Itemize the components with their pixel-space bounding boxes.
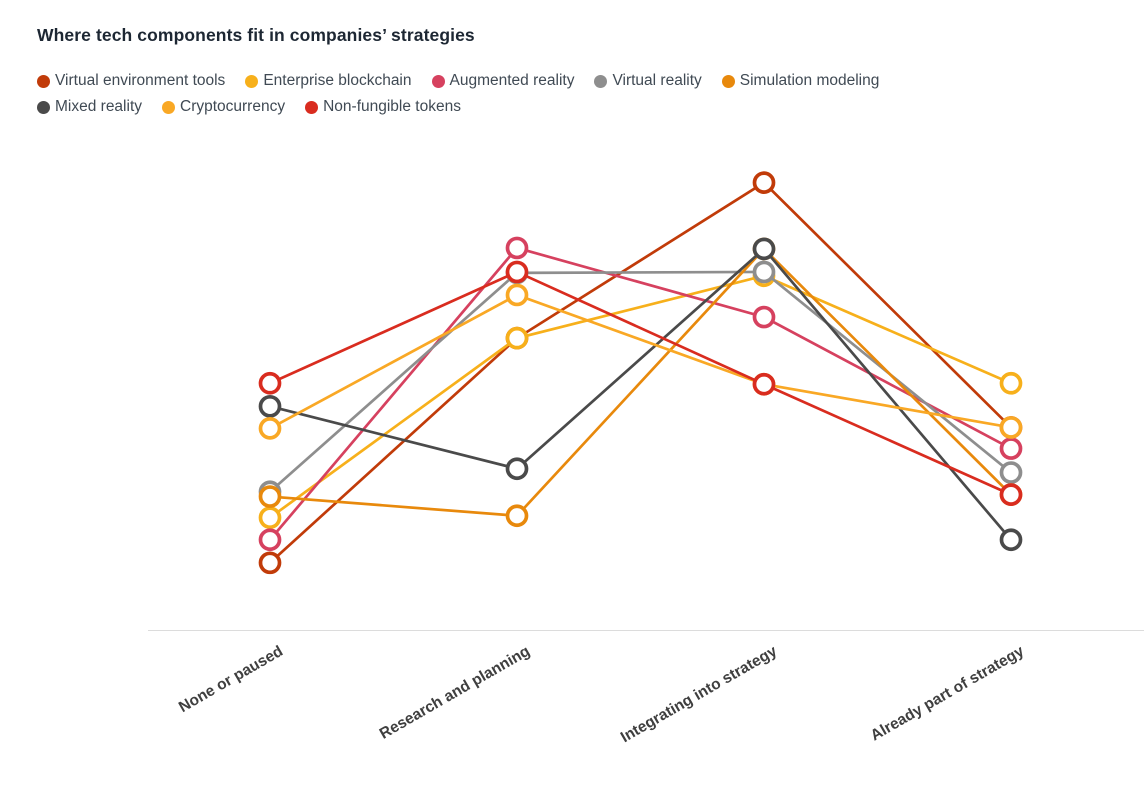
x-axis-label-integrating-into-strategy: Integrating into strategy [618,643,780,747]
legend-item-label: Virtual reality [612,72,702,89]
legend-item-cryptocurrency: Cryptocurrency [162,98,285,116]
data-point-enterprise-blockchain-none-or-paused [258,506,282,530]
data-point-augmented-reality-already-part-of-strategy [999,437,1023,460]
data-point-virtual-environment-tools-integrating-into-strategy [752,171,776,194]
data-point-mixed-reality-none-or-paused [258,394,282,418]
data-point-simulation-modeling-research-and-planning [505,504,529,528]
legend-item-label: Cryptocurrency [180,98,286,115]
legend-item-label: Simulation modeling [739,72,880,89]
legend-row-2: Mixed reality Cryptocurrency Non-fungible … [37,98,879,116]
legend-swatch-icon [37,74,50,88]
series-non-fungible-tokens [258,260,1023,506]
series-line-enterprise-blockchain [269,274,1012,519]
legend-item-augmented-reality: Augmented reality [431,72,575,90]
legend-item-label: Mixed reality [55,98,142,115]
data-point-augmented-reality-none-or-paused [258,528,282,552]
series-line-virtual-environment-tools [269,180,1012,564]
data-point-virtual-environment-tools-none-or-paused [258,551,282,575]
data-point-augmented-reality-research-and-planning [505,236,529,260]
legend-item-non-fungible-tokens: Non-fungible tokens [305,98,461,116]
data-point-simulation-modeling-none-or-paused [258,485,282,508]
legend-item-mixed-reality: Mixed reality [37,98,142,116]
legend: Virtual environment tools Enterprise bloc… [37,72,879,124]
series-line-augmented-reality [268,246,1012,541]
data-point-non-fungible-tokens-integrating-into-strategy [752,372,776,396]
legend-swatch-icon [37,100,50,114]
legend-swatch-icon [431,74,445,88]
data-point-mixed-reality-already-part-of-strategy [999,528,1023,552]
x-axis-label-none-or-paused: None or paused [176,643,286,716]
legend-swatch-icon [245,74,259,88]
legend-swatch-icon [721,74,735,88]
data-point-augmented-reality-integrating-into-strategy [752,305,776,329]
data-point-mixed-reality-research-and-planning [505,457,529,481]
data-point-enterprise-blockchain-already-part-of-strategy [999,371,1023,395]
data-point-enterprise-blockchain-research-and-planning [505,326,529,350]
data-point-virtual-reality-integrating-into-strategy [752,260,776,284]
data-point-cryptocurrency-none-or-paused [258,417,282,440]
series-enterprise-blockchain [258,264,1023,530]
legend-item-enterprise-blockchain: Enterprise blockchain [245,72,412,90]
series-line-non-fungible-tokens [269,270,1012,496]
legend-swatch-icon [162,100,175,114]
data-point-mixed-reality-integrating-into-strategy [752,237,776,261]
series-augmented-reality [258,236,1023,552]
data-point-cryptocurrency-already-part-of-strategy [999,416,1023,439]
x-axis-label-research-and-planning: Research and planning [377,643,533,743]
series-line-mixed-reality [269,246,1013,541]
legend-item-virtual-reality: Virtual reality [594,72,702,90]
legend-item-simulation-modeling: Simulation modeling [721,72,880,90]
data-point-non-fungible-tokens-research-and-planning [505,260,529,284]
x-axis-label-already-part-of-strategy: Already part of strategy [868,643,1028,745]
legend-item-label: Augmented reality [449,72,575,89]
legend-item-label: Enterprise blockchain [263,72,412,89]
data-point-virtual-reality-already-part-of-strategy [999,461,1023,484]
legend-swatch-icon [594,74,608,88]
data-point-cryptocurrency-research-and-planning [505,283,529,307]
series-mixed-reality [258,237,1023,552]
legend-item-label: Virtual environment tools [55,72,226,89]
data-point-non-fungible-tokens-already-part-of-strategy [999,483,1023,506]
series-line-cryptocurrency [269,293,1012,430]
legend-item-virtual-environment-tools: Virtual environment tools [37,72,225,90]
legend-item-label: Non-fungible tokens [323,98,461,115]
legend-swatch-icon [305,100,319,114]
legend-row-1: Virtual environment tools Enterprise bloc… [37,72,879,90]
data-point-non-fungible-tokens-none-or-paused [258,371,282,395]
series-line-simulation-modeling [269,246,1012,518]
chart-title: Where tech components fit in companies’ … [37,25,475,45]
